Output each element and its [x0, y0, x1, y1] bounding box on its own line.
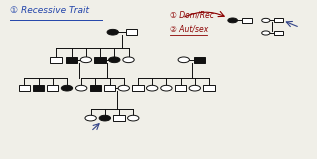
Circle shape — [262, 18, 270, 22]
Bar — [66, 57, 77, 63]
Bar — [203, 85, 215, 91]
Bar — [126, 29, 137, 35]
Circle shape — [123, 57, 134, 63]
Circle shape — [161, 85, 172, 91]
Bar — [242, 18, 252, 23]
Circle shape — [262, 31, 270, 35]
Bar — [47, 85, 58, 91]
Bar — [33, 85, 44, 91]
Bar — [132, 85, 144, 91]
Circle shape — [75, 85, 87, 91]
Bar — [274, 31, 282, 35]
Text: ① Recessive Trait: ① Recessive Trait — [10, 6, 89, 15]
Bar — [94, 57, 106, 63]
Text: ① Dom/Rec: ① Dom/Rec — [170, 10, 214, 19]
Bar — [19, 85, 30, 91]
Circle shape — [118, 85, 129, 91]
Bar — [50, 57, 61, 63]
Text: ② Aut/sex: ② Aut/sex — [170, 24, 208, 34]
Circle shape — [127, 115, 139, 121]
Bar — [194, 57, 205, 63]
Bar — [274, 18, 282, 22]
Circle shape — [178, 57, 190, 63]
Circle shape — [109, 57, 120, 63]
Bar — [90, 85, 101, 91]
Circle shape — [228, 18, 237, 23]
Circle shape — [99, 115, 111, 121]
Bar — [104, 85, 115, 91]
Bar — [175, 85, 186, 91]
Bar — [113, 115, 125, 121]
Circle shape — [85, 115, 96, 121]
Circle shape — [107, 29, 119, 35]
Circle shape — [61, 85, 73, 91]
Circle shape — [80, 57, 92, 63]
Circle shape — [146, 85, 158, 91]
Circle shape — [189, 85, 200, 91]
